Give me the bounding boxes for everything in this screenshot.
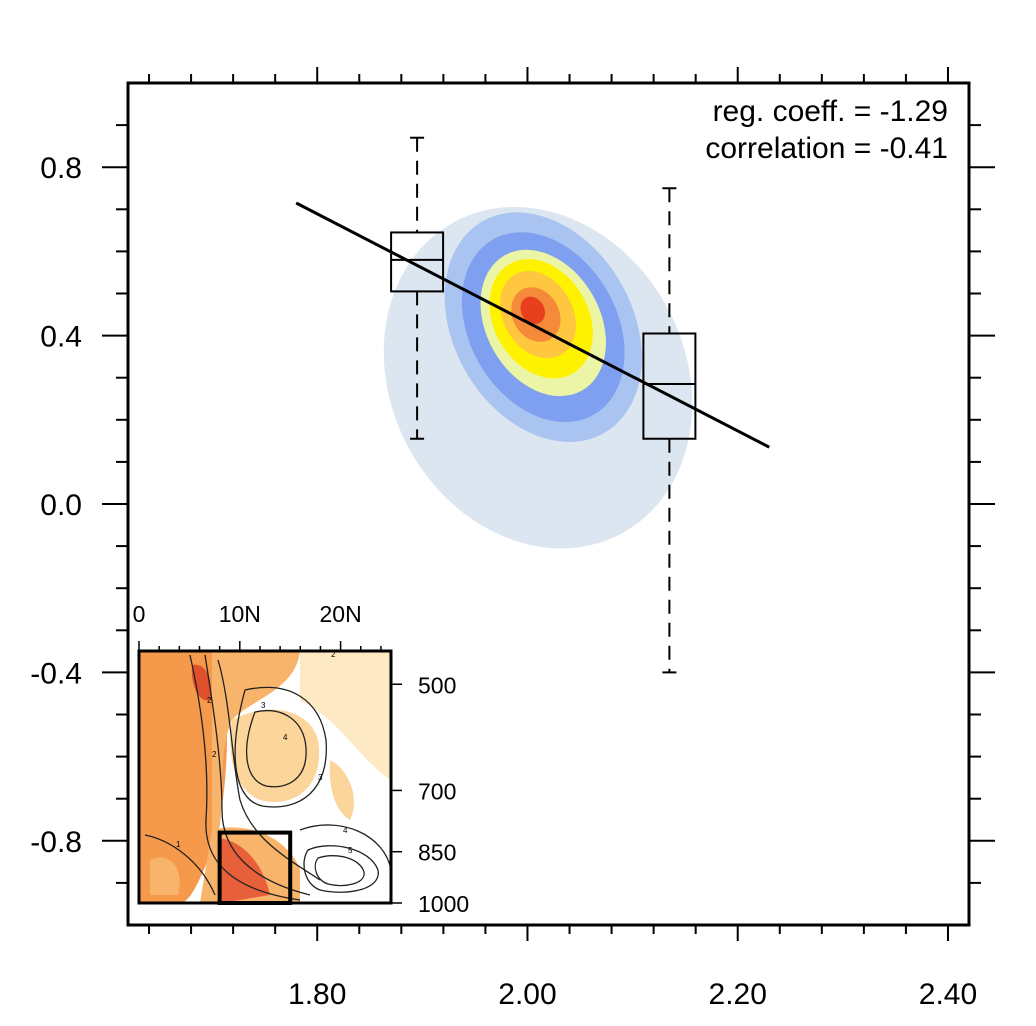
inset-contour-8 bbox=[144, 834, 216, 896]
inset-shade-8 bbox=[150, 857, 180, 895]
inset-right-label: 850 bbox=[418, 840, 456, 866]
annotation-correlation: correlation = -0.41 bbox=[705, 132, 948, 165]
inset-shade-6 bbox=[191, 664, 212, 701]
inset-contour-label: 1 bbox=[176, 840, 181, 849]
inset-shade-3 bbox=[300, 651, 391, 780]
inset-top-label: 20N bbox=[319, 601, 361, 627]
inset-contour-4 bbox=[245, 710, 307, 788]
inset-shade-5 bbox=[218, 838, 270, 903]
inset-shade-7 bbox=[329, 760, 354, 820]
density-contours bbox=[383, 206, 693, 549]
inset-contour-label: 2 bbox=[207, 696, 212, 705]
inset-contour-label: 4 bbox=[283, 733, 288, 742]
boxplot-box bbox=[642, 332, 697, 440]
inset-contour-label: 5 bbox=[348, 846, 353, 855]
regression-line-segment bbox=[295, 201, 770, 449]
annotation-reg-coeff: reg. coeff. = -1.29 bbox=[713, 95, 948, 128]
inset-map: 2 3 4 3 2 4 5 2 1 0 10N 20N 500 700 850 1000 bbox=[133, 601, 470, 917]
inset-shade-1 bbox=[212, 651, 300, 850]
y-tick-label: -0.4 bbox=[30, 657, 82, 690]
boxplot-0 bbox=[390, 136, 445, 440]
inset-contour-label: 2 bbox=[212, 750, 217, 759]
x-tick-label: 2.20 bbox=[709, 978, 767, 1011]
axes: 1.80 2.00 2.20 2.40 0.8 0.4 0.0 -0.4 -0.8 bbox=[30, 67, 995, 1011]
inset-contour-label: 3 bbox=[261, 701, 266, 710]
inset-contour-label: 4 bbox=[343, 826, 348, 835]
inset-contour-3 bbox=[234, 686, 327, 808]
boxplot-1 bbox=[642, 187, 697, 674]
inset-contour-7 bbox=[299, 824, 391, 871]
y-tick-label: -0.8 bbox=[30, 826, 82, 859]
y-tick-label: 0.0 bbox=[40, 489, 82, 522]
inset-contour-0 bbox=[189, 654, 301, 901]
inset-shading: 2 3 4 3 2 4 5 2 1 bbox=[139, 650, 391, 903]
y-tick-label: 0.4 bbox=[40, 321, 82, 354]
annotations: reg. coeff. = -1.29 correlation = -0.41 bbox=[705, 95, 948, 165]
inset-contour-5 bbox=[303, 845, 379, 893]
inset-contour-label: 3 bbox=[318, 773, 323, 782]
boxplot-box bbox=[390, 231, 445, 293]
inset-contour-label: 2 bbox=[331, 650, 336, 659]
inset-top-label: 0 bbox=[133, 601, 146, 627]
inset-frame bbox=[137, 649, 393, 905]
inset-contour-1 bbox=[204, 654, 311, 896]
density-level-7 bbox=[520, 296, 546, 325]
y-tick-label: 0.8 bbox=[40, 152, 82, 185]
inset-right-label: 500 bbox=[418, 672, 456, 698]
inset-right-label: 700 bbox=[418, 778, 456, 804]
x-tick-label: 2.40 bbox=[919, 978, 977, 1011]
inset-top-label: 10N bbox=[219, 601, 261, 627]
inset-contour-6 bbox=[314, 855, 365, 887]
x-tick-label: 2.00 bbox=[498, 978, 556, 1011]
regression-line bbox=[295, 201, 770, 449]
boxplots bbox=[390, 136, 697, 674]
x-tick-label: 1.80 bbox=[288, 978, 346, 1011]
inset-right-label: 1000 bbox=[418, 891, 469, 917]
